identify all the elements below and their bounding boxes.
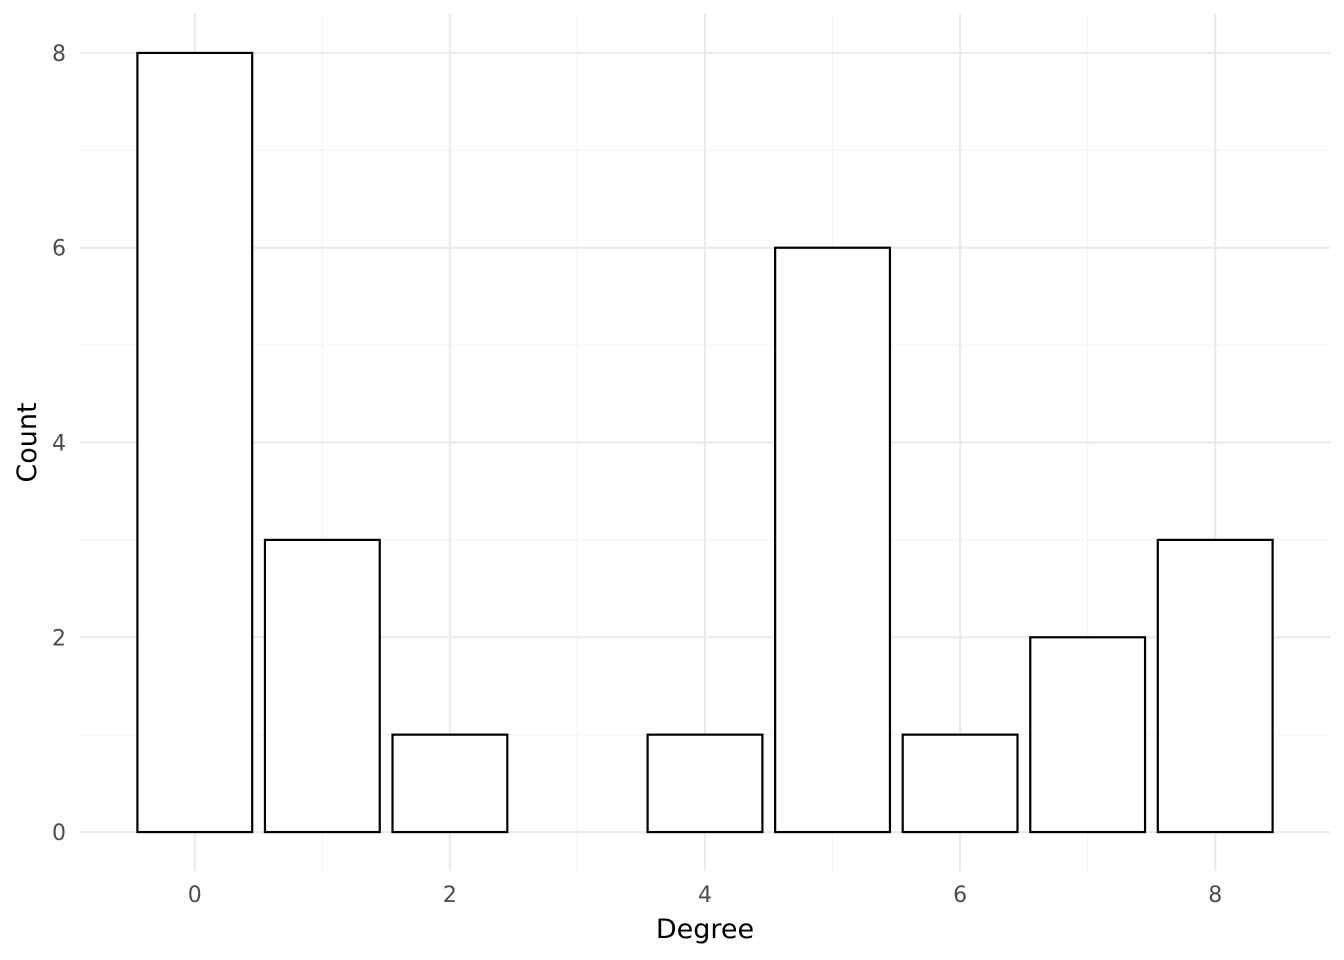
- y-tick-label: 0: [52, 821, 66, 846]
- y-tick-label: 6: [52, 237, 66, 262]
- x-tick-label: 2: [443, 883, 457, 908]
- bar-degree-6: [901, 733, 1019, 834]
- y-tick-label: 4: [52, 432, 66, 457]
- x-tick-label: 6: [953, 883, 967, 908]
- x-tick-label: 4: [698, 883, 712, 908]
- x-tick-label: 8: [1208, 883, 1222, 908]
- y-tick-label: 2: [52, 626, 66, 651]
- bar-degree-1: [263, 538, 381, 834]
- y-axis-title: Count: [12, 402, 43, 482]
- tick-layer: 0 2 4 6 8 0 2 4 6 8: [52, 42, 1222, 908]
- bar-layer: [136, 51, 1274, 834]
- bar-degree-8: [1156, 538, 1274, 834]
- y-tick-label: 8: [52, 42, 66, 67]
- bar-degree-0: [136, 51, 254, 834]
- x-tick-label: 0: [188, 883, 202, 908]
- bar-degree-4: [646, 733, 764, 834]
- bar-degree-5: [774, 246, 892, 834]
- bar-degree-2: [391, 733, 509, 834]
- x-axis-title: Degree: [656, 914, 754, 945]
- bar-degree-7: [1029, 636, 1147, 834]
